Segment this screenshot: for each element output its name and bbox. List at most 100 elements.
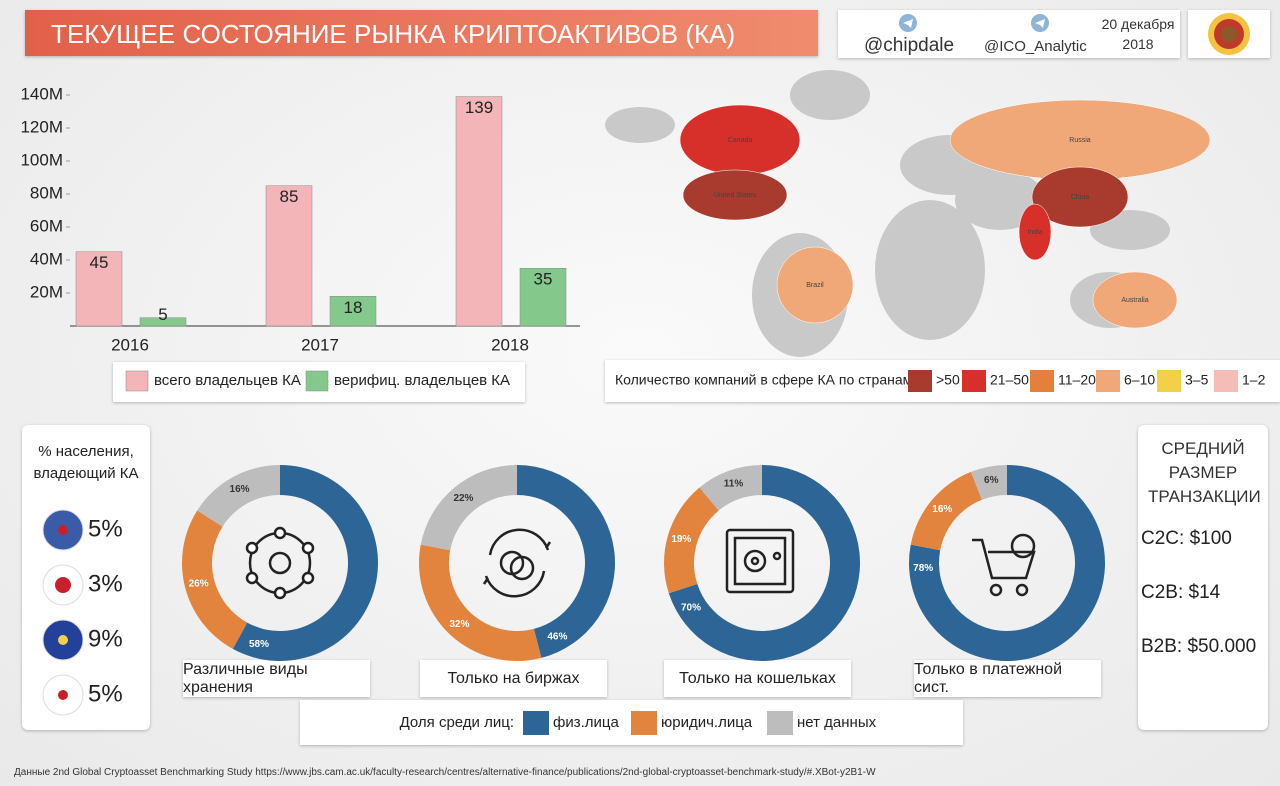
value-label: 11% <box>724 479 744 490</box>
bar <box>519 268 567 327</box>
world-map: Canada United States Russia China India Brazi… <box>605 70 1211 357</box>
donut-segment <box>908 465 1105 661</box>
y-tick-label: 120M <box>20 117 63 136</box>
legend-label: 3–5 <box>1185 372 1209 388</box>
contacts: @chipdale @ICO_Analytic 20 декабря 2018 <box>838 10 1180 58</box>
y-tick-label: 100M <box>20 150 63 169</box>
legend-swatch <box>908 370 932 392</box>
donut-caption: Различные виды хранения <box>183 660 370 697</box>
x-tick-label: 2016 <box>111 335 149 354</box>
donut-segment <box>232 465 378 661</box>
icons <box>245 526 1036 600</box>
legend-swatch <box>631 711 657 735</box>
telegram-icon <box>1031 14 1049 32</box>
donut-segment <box>668 465 860 661</box>
legend-label: юридич.лица <box>661 714 753 731</box>
value-label: 16% <box>230 484 250 495</box>
transaction-value: C2C: $100 <box>1141 528 1232 549</box>
y-tick-label: 60M <box>30 216 63 235</box>
value-label: 35 <box>534 270 553 289</box>
bar <box>139 317 187 327</box>
population-value: 5% <box>88 680 123 707</box>
population-value: 3% <box>88 570 123 597</box>
legend-label: 21–50 <box>990 372 1029 388</box>
population-value: 9% <box>88 625 123 652</box>
value-label: 6% <box>984 475 999 486</box>
country-label: India <box>1027 229 1042 236</box>
legend-swatch <box>523 711 549 735</box>
title-bar: ТЕКУЩЕЕ СОСТОЯНИЕ РЫНКА КРИПТОАКТИВОВ (К… <box>25 10 818 56</box>
value-label: 78% <box>913 563 933 574</box>
legend-label: нет данных <box>797 714 877 731</box>
map-legend-title: Количество компаний в сфере КА по страна… <box>615 372 916 388</box>
legend-swatch <box>1214 370 1238 392</box>
logo-box <box>1188 10 1270 58</box>
value-label: 22% <box>453 493 473 504</box>
bar <box>329 296 377 327</box>
legend-label: всего владельцев КА <box>154 372 301 389</box>
legend-label: верифиц. владельцев КА <box>334 372 510 389</box>
value-label: 58% <box>249 639 269 650</box>
flag-emblem <box>58 690 68 700</box>
flag-emblem <box>55 577 71 593</box>
donut-segment <box>699 465 762 511</box>
donut-segment <box>970 465 1007 500</box>
y-tick-label: 140M <box>20 84 63 103</box>
handle: @ICO_Analytic <box>984 38 1087 55</box>
country <box>776 246 854 324</box>
country-label: Australia <box>1121 297 1148 304</box>
donut-segment <box>517 465 615 658</box>
donut-caption: Только на кошельках <box>664 660 851 697</box>
value-label: 85 <box>280 187 299 206</box>
flag-emblem <box>58 525 68 535</box>
country-label: Russia <box>1069 137 1091 144</box>
legend-title: Доля среди лиц: <box>400 714 514 731</box>
legend-swatch <box>125 370 149 392</box>
legend-swatch <box>1157 370 1181 392</box>
y-tick-label: 80M <box>30 183 63 202</box>
date: 20 декабря 2018 <box>1101 16 1175 52</box>
value-label: 26% <box>189 579 209 590</box>
value-label: 32% <box>449 619 469 630</box>
bar <box>455 96 503 327</box>
country-label: Brazil <box>806 282 824 289</box>
donut-segment <box>420 465 517 551</box>
value-label: 16% <box>932 504 952 515</box>
country-label: United States <box>714 192 757 199</box>
donut-caption: Только на биржах <box>420 660 607 697</box>
transaction-value: C2B: $14 <box>1141 582 1221 603</box>
footer: Данные 2nd Global Cryptoasset Benchmarki… <box>14 767 876 778</box>
donut-segment <box>910 471 982 551</box>
value-label: 70% <box>681 603 701 614</box>
country-label: China <box>1071 194 1089 201</box>
legend-swatch <box>305 370 329 392</box>
x-tick-label: 2017 <box>301 335 339 354</box>
y-tick-label: 20M <box>30 282 63 301</box>
country <box>1018 203 1052 261</box>
value-label: 139 <box>465 98 493 117</box>
donut-segment <box>197 465 280 527</box>
country <box>1092 271 1178 329</box>
legend-swatch <box>1030 370 1054 392</box>
value-label: 18 <box>344 298 363 317</box>
donut-caption: Только в платежной сист. <box>914 660 1101 697</box>
handle: @chipdale <box>864 35 955 56</box>
donut-segment <box>664 487 719 594</box>
country-label: Canada <box>728 137 753 144</box>
legend-swatch <box>767 711 793 735</box>
donut-segment <box>419 544 542 661</box>
landmass <box>790 70 870 120</box>
legend-label: 6–10 <box>1124 372 1155 388</box>
legend-label: 1–2 <box>1242 372 1266 388</box>
landmass <box>875 200 985 340</box>
transaction-panel: СРЕДНИЙ РАЗМЕР ТРАНЗАКЦИИ <box>1138 425 1268 730</box>
legend-swatch <box>962 370 986 392</box>
bar <box>265 185 313 327</box>
transaction-value: B2B: $50.000 <box>1141 636 1256 657</box>
country <box>1031 166 1129 228</box>
value-label: 46% <box>547 631 567 642</box>
bar <box>75 251 123 327</box>
legend-label: 11–20 <box>1058 372 1096 388</box>
